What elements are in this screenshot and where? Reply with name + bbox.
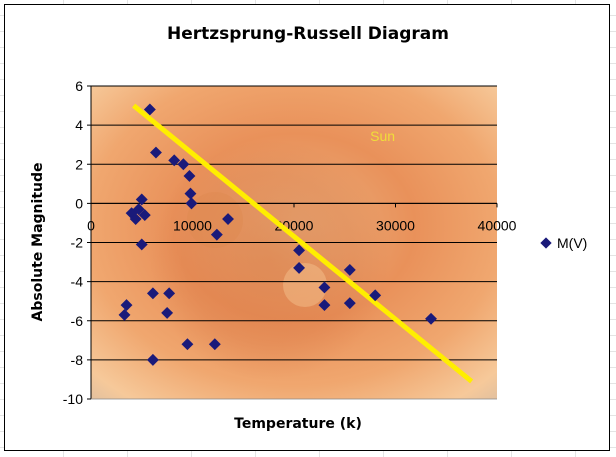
data-point — [138, 209, 151, 222]
y-axis-title: Absolute Magnitude — [30, 163, 46, 322]
data-point — [222, 213, 234, 225]
data-point — [369, 289, 382, 302]
y-tick-label: -4 — [71, 274, 84, 290]
data-point — [135, 238, 148, 251]
y-tick-label: 0 — [75, 195, 83, 211]
y-tick-label: -10 — [63, 391, 83, 407]
legend-label-mv: M(V) — [557, 235, 587, 251]
data-point — [135, 193, 148, 206]
x-tick-label: 40000 — [478, 217, 517, 233]
data-point — [425, 312, 437, 325]
sun-annotation: Sun — [370, 128, 395, 144]
chart-area[interactable]: Hertzsprung-Russell Diagram 0 10000 20000 3… — [4, 4, 610, 451]
data-point — [343, 297, 356, 310]
y-tick-label: 6 — [75, 78, 83, 94]
y-tick-label: 4 — [75, 117, 83, 133]
y-tick-label: 2 — [75, 156, 83, 172]
x-tick-label: 10000 — [173, 217, 212, 233]
data-point — [183, 170, 196, 182]
data-point — [168, 154, 181, 167]
x-tick-label: 0 — [87, 217, 95, 233]
data-point — [185, 197, 198, 210]
chart-title: Hertzsprung-Russell Diagram — [167, 24, 449, 44]
x-axis-title: Temperature (k) — [234, 416, 362, 432]
trendline — [132, 103, 474, 384]
x-tick-label: 30000 — [376, 217, 415, 233]
data-point — [343, 263, 356, 276]
data-point — [129, 213, 142, 225]
legend: M(V) — [540, 235, 587, 251]
data-point — [318, 281, 331, 294]
y-tick-label: -2 — [71, 235, 84, 251]
y-tick-labels: 6 4 2 0 -2 -4 -6 -8 -10 — [63, 78, 91, 407]
y-tick-label: -6 — [71, 313, 84, 329]
data-point — [318, 299, 331, 312]
data-point — [143, 103, 156, 116]
legend-marker-mv — [540, 237, 552, 249]
data-point — [293, 261, 306, 274]
data-point — [184, 187, 197, 200]
data-point — [132, 203, 145, 216]
x-tick-labels: 0 10000 20000 30000 40000 — [87, 203, 517, 233]
hr-diagram-chart: Hertzsprung-Russell Diagram 0 10000 20000 3… — [30, 24, 587, 432]
data-point — [210, 228, 223, 241]
y-tick-label: -8 — [71, 352, 84, 368]
